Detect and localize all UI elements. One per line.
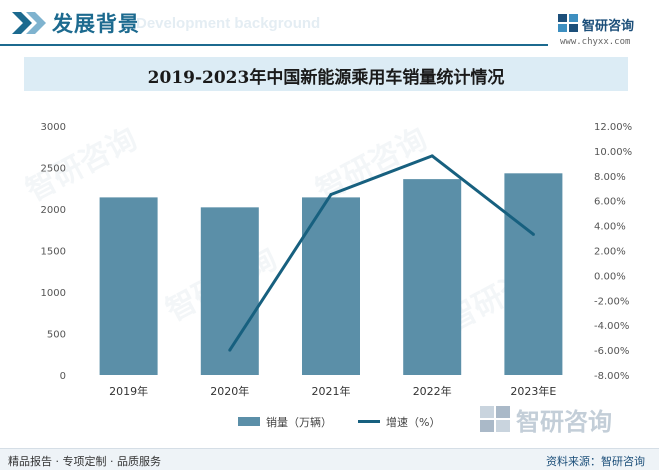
chart: 0 500 1000 1500 2000 2500 3000 -8.00% -6.00% -4.…: [41, 122, 633, 398]
y-right-tick-label: 8.00%: [594, 172, 626, 183]
bar-sales: [403, 179, 462, 375]
legend-label-sales: 销量（万辆）: [266, 416, 332, 429]
data-source: 资料来源：智研咨询: [546, 455, 645, 468]
y-left-tick-label: 1500: [41, 247, 66, 258]
brand-name: 智研咨询: [582, 19, 635, 34]
legend-label-growth: 增速（%）: [386, 416, 441, 429]
legend-swatch-line: [358, 420, 380, 423]
chevron-right-icon: [12, 12, 46, 34]
y-left-tick-label: 0: [60, 371, 66, 382]
brand: 智研咨询: [558, 14, 658, 34]
page-title: 发展背景: [52, 12, 140, 36]
y-left-tick-label: 500: [47, 330, 66, 341]
point-growth: [329, 192, 333, 196]
y-right-tick-label: 4.00%: [594, 222, 626, 233]
bar-sales: [200, 207, 259, 375]
line-growth: [228, 154, 535, 351]
point-growth: [430, 154, 434, 158]
brand-logo-icon: [558, 14, 578, 32]
footer: 精品报告 · 专项定制 · 品质服务 资料来源：智研咨询: [0, 448, 659, 470]
x-tick-label: 2022年: [413, 384, 452, 398]
y-right-tick-label: 12.00%: [594, 122, 632, 133]
y-left-tick-label: 2000: [41, 205, 66, 216]
y-right-tick-label: 2.00%: [594, 247, 626, 258]
y-right-tick-label: -4.00%: [594, 321, 629, 332]
chart-title-band: 2019-2023年中国新能源乘用车销量统计情况: [24, 57, 628, 91]
x-tick-label: 2023年E: [510, 384, 556, 398]
y-right-tick-label: 10.00%: [594, 147, 632, 158]
chart-title: 2019-2023年中国新能源乘用车销量统计情况: [147, 68, 505, 88]
footer-brand-logo-icon: 智研咨询: [480, 406, 612, 436]
y-left-tick-label: 3000: [41, 122, 66, 133]
y-right-tick-label: -6.00%: [594, 346, 629, 357]
legend-swatch-bar: [238, 417, 260, 426]
y-right-tick-label: -8.00%: [594, 371, 629, 382]
x-tick-label: 2021年: [312, 384, 351, 398]
header-divider: [0, 44, 548, 46]
x-tick-label: 2020年: [210, 384, 249, 398]
bar-sales: [302, 197, 360, 375]
bar-sales: [99, 197, 158, 375]
x-tick-label: 2019年: [109, 384, 148, 398]
bar-sales: [504, 173, 563, 375]
footer-tagline: 精品报告 · 专项定制 · 品质服务: [8, 455, 161, 468]
point-growth: [228, 348, 232, 352]
footer-brand-text: 智研咨询: [516, 408, 612, 436]
y-right-tick-label: 0.00%: [594, 271, 626, 282]
y-right-tick-label: -2.00%: [594, 296, 629, 307]
y-left-tick-label: 1000: [41, 288, 66, 299]
y-left-tick-label: 2500: [41, 164, 66, 175]
point-growth: [531, 232, 535, 236]
page-subtitle: Development background: [136, 15, 321, 32]
brand-url: www.chyxx.com: [560, 37, 631, 47]
y-right-tick-label: 6.00%: [594, 197, 626, 208]
